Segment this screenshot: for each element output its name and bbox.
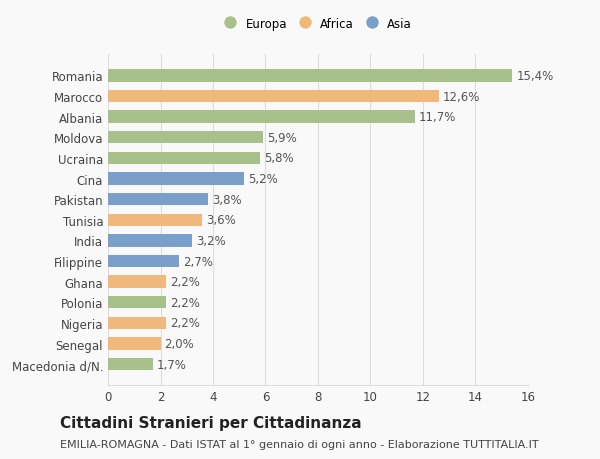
Text: Cittadini Stranieri per Cittadinanza: Cittadini Stranieri per Cittadinanza [60,415,362,430]
Text: 3,8%: 3,8% [212,193,241,206]
Bar [108,297,166,309]
Bar [108,70,512,83]
Text: 5,2%: 5,2% [248,173,278,185]
Text: 11,7%: 11,7% [419,111,457,124]
Bar [108,255,179,268]
Bar [108,317,166,330]
Bar [108,194,208,206]
Text: 15,4%: 15,4% [516,70,553,83]
Bar [108,276,166,288]
Bar [108,91,439,103]
Text: 3,2%: 3,2% [196,235,226,247]
Text: 12,6%: 12,6% [443,90,480,103]
Bar [108,235,192,247]
Text: 3,6%: 3,6% [206,214,236,227]
Bar [108,132,263,144]
Text: 5,9%: 5,9% [267,132,296,145]
Text: 5,8%: 5,8% [264,152,294,165]
Bar [108,358,152,370]
Legend: Europa, Africa, Asia: Europa, Africa, Asia [224,18,412,31]
Text: 2,2%: 2,2% [170,317,200,330]
Bar [108,173,245,185]
Bar [108,214,202,226]
Text: 2,2%: 2,2% [170,296,200,309]
Text: 1,7%: 1,7% [157,358,187,371]
Text: 2,2%: 2,2% [170,275,200,289]
Bar [108,152,260,165]
Bar [108,111,415,123]
Bar [108,338,161,350]
Text: 2,0%: 2,0% [164,337,194,350]
Text: 2,7%: 2,7% [183,255,212,268]
Text: EMILIA-ROMAGNA - Dati ISTAT al 1° gennaio di ogni anno - Elaborazione TUTTITALIA: EMILIA-ROMAGNA - Dati ISTAT al 1° gennai… [60,440,539,449]
